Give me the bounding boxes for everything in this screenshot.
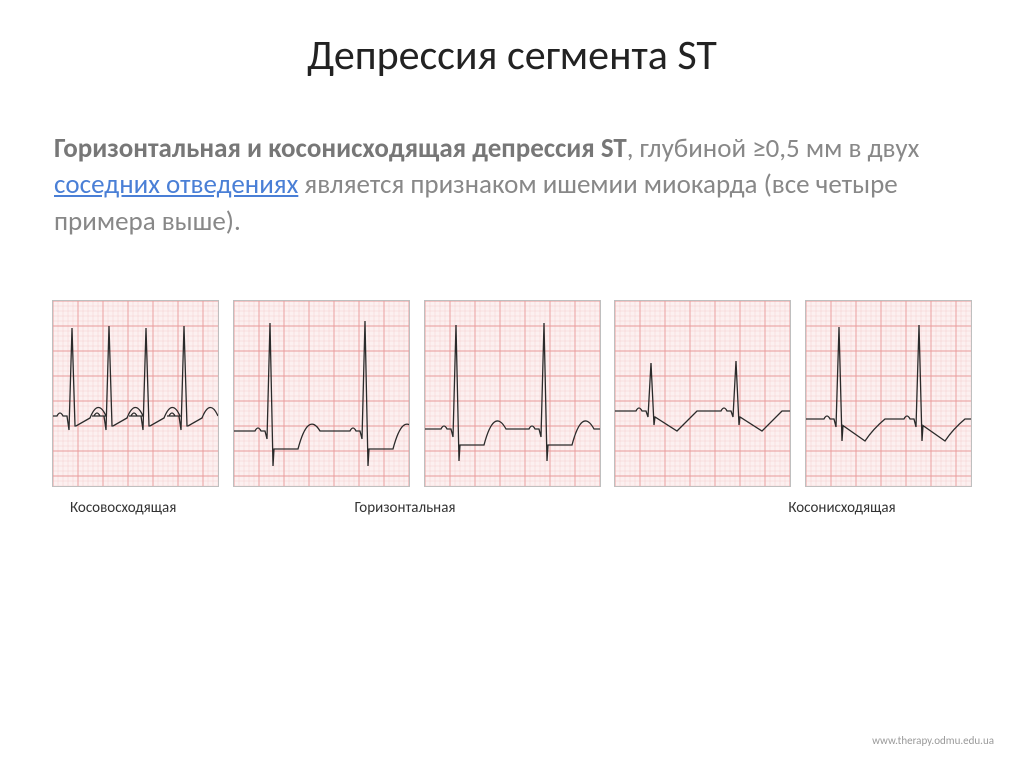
desc-bold: Горизонтальная и косонисходящая депресси… (54, 132, 627, 165)
ecg-panel-horizontal-1 (233, 300, 410, 487)
label-horizontal: Горизонтальная (220, 499, 590, 517)
desc-p1: , глубиной ≥0,5 мм в двух (627, 132, 920, 165)
ecg-box (233, 300, 410, 487)
desc-link[interactable]: соседних отведениях (54, 168, 298, 201)
description-paragraph: Горизонтальная и косонисходящая депресси… (50, 131, 974, 240)
ecg-panel-downsloping-1 (614, 300, 791, 487)
ecg-box (52, 300, 219, 487)
ecg-panel-upsloping (52, 300, 219, 487)
ecg-panel-horizontal-2 (424, 300, 601, 487)
ecg-box (805, 300, 972, 487)
label-upsloping: Косовосходящая (50, 499, 220, 517)
ecg-box (614, 300, 791, 487)
label-downsloping: Косонисходящая (590, 499, 974, 517)
ecg-labels-row: Косовосходящая Горизонтальная Косонисход… (50, 499, 974, 517)
ecg-panel-downsloping-2 (805, 300, 972, 487)
source-url: www.therapy.odmu.edu.ua (872, 734, 994, 747)
page-title: Депрессия сегмента ST (50, 30, 974, 81)
ecg-box (424, 300, 601, 487)
ecg-panels-row (50, 300, 974, 487)
